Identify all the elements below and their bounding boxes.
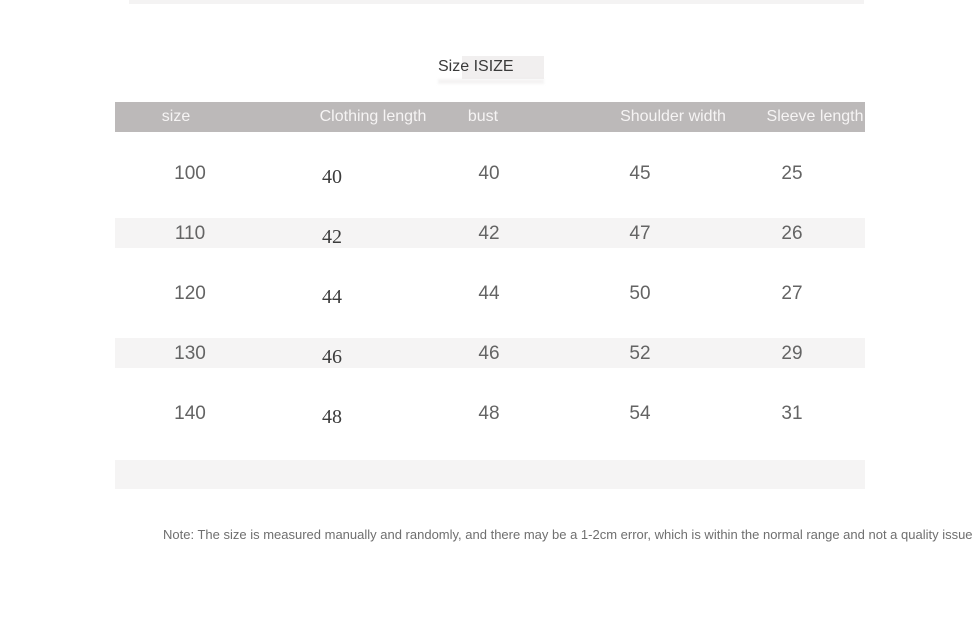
title-highlight <box>462 56 544 79</box>
table-cell: 31 <box>781 403 803 424</box>
table-header-row: size Clothing length bust Shoulder width… <box>115 102 865 132</box>
note-text: Note: The size is measured manually and … <box>163 527 973 542</box>
table-cell: 120 <box>174 283 206 304</box>
table-row: 130 46 46 52 29 <box>115 324 865 384</box>
table-footer-band <box>115 460 865 489</box>
table-cell: 46 <box>478 343 500 364</box>
table-cell: 52 <box>629 343 651 364</box>
table-cell: 40 <box>322 166 342 188</box>
table-cell: 100 <box>174 163 206 184</box>
table-cell: 27 <box>781 283 803 304</box>
table-row: 100 40 40 45 25 <box>115 144 865 204</box>
table-cell: 48 <box>478 403 500 424</box>
table-cell: 140 <box>174 403 206 424</box>
table-cell: 25 <box>781 163 803 184</box>
table-cell: 110 <box>174 223 206 244</box>
header-cell-shoulder-width: Shoulder width <box>620 108 726 125</box>
table-cell: 48 <box>322 406 342 428</box>
top-divider <box>129 0 864 4</box>
table-cell: 26 <box>781 223 803 244</box>
table-cell: 130 <box>174 343 206 364</box>
table-row: 110 42 42 47 26 <box>115 204 865 264</box>
table-cell: 45 <box>629 163 651 184</box>
table-cell: 42 <box>322 226 342 248</box>
table-cell: 29 <box>781 343 803 364</box>
header-cell-bust: bust <box>467 108 499 125</box>
table-cell: 50 <box>629 283 651 304</box>
table-cell: 46 <box>322 346 342 368</box>
header-cell-sleeve-length: Sleeve length <box>766 108 864 125</box>
header-cell-size: size <box>161 108 191 125</box>
table-row: 120 44 44 50 27 <box>115 264 865 324</box>
table-cell: 54 <box>629 403 651 424</box>
table-row: 140 48 48 54 31 <box>115 384 865 444</box>
table-cell: 44 <box>478 283 500 304</box>
title-ghost-smudge <box>438 79 544 84</box>
table-cell: 44 <box>322 286 342 308</box>
page-title: Size ISIZE <box>438 58 514 75</box>
header-cell-clothing-length: Clothing length <box>319 108 427 125</box>
table-cell: 42 <box>478 223 500 244</box>
table-cell: 40 <box>478 163 500 184</box>
table-cell: 47 <box>629 223 651 244</box>
